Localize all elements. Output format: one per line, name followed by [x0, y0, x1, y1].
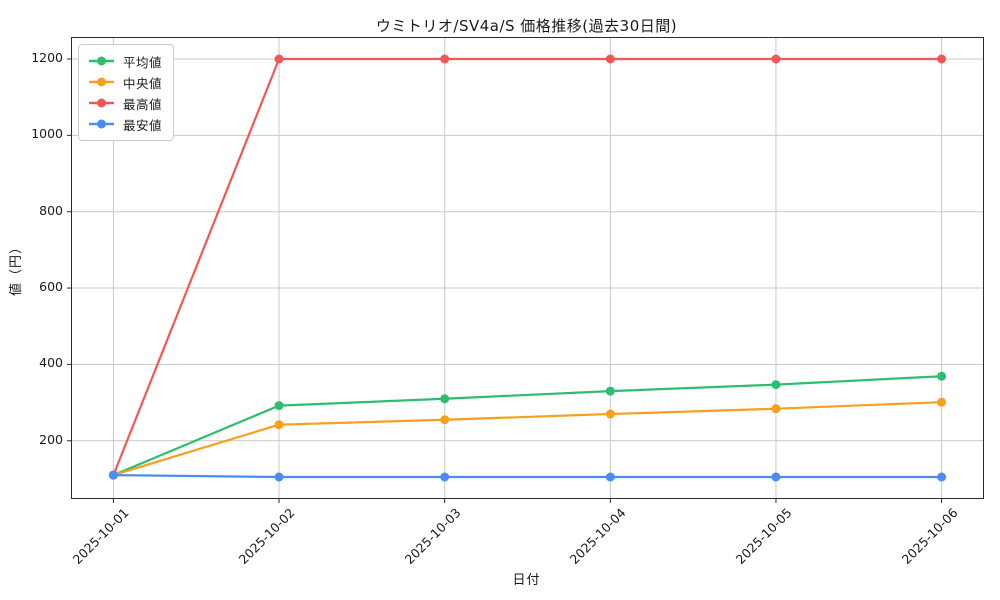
legend-item-median: 中央値 — [88, 73, 162, 91]
series-line-highest — [112, 57, 943, 477]
data-point-highest — [605, 54, 615, 64]
legend: 平均値中央値最高値最安値 — [78, 44, 175, 141]
data-point-average — [274, 401, 284, 411]
x-tick-label: 2025-10-04 — [566, 505, 629, 567]
x-tick-label: 2025-10-03 — [401, 505, 464, 567]
x-tick-label: 2025-10-02 — [235, 505, 298, 567]
x-axis-label: 日付 — [512, 573, 541, 588]
plot-area — [67, 37, 984, 503]
data-point-median — [440, 415, 450, 425]
legend-label: 最安値 — [123, 117, 163, 133]
x-tick-label: 2025-10-01 — [70, 505, 133, 567]
series-line-lowest — [112, 473, 943, 479]
data-point-highest — [440, 54, 450, 64]
legend-marker-icon — [89, 77, 114, 87]
chart-title: ウミトリオ/SV4a/S 価格推移(過去30日間) — [375, 17, 678, 35]
legend-label: 中央値 — [123, 75, 163, 91]
legend-label: 平均値 — [123, 54, 163, 70]
data-point-average — [440, 394, 450, 404]
data-point-lowest — [771, 472, 781, 482]
legend-item-average: 平均値 — [88, 52, 162, 70]
series-line-average — [112, 375, 943, 477]
data-point-lowest — [937, 472, 947, 482]
data-point-average — [771, 380, 781, 390]
y-tick-label: 800 — [39, 202, 63, 218]
data-point-average — [937, 371, 947, 381]
legend-marker-icon — [89, 98, 114, 108]
legend-marker-icon — [89, 119, 114, 129]
y-tick-label: 1200 — [31, 49, 63, 65]
legend-marker-icon — [89, 56, 114, 66]
plot-svg — [67, 38, 983, 503]
data-point-average — [605, 386, 615, 396]
data-point-median — [605, 409, 615, 419]
data-point-lowest — [605, 472, 615, 482]
y-tick-label: 200 — [39, 431, 63, 447]
data-point-median — [937, 397, 947, 407]
legend-item-lowest: 最安値 — [88, 115, 162, 133]
series-line-median — [112, 401, 943, 477]
data-point-highest — [937, 54, 947, 64]
legend-item-highest: 最高値 — [88, 94, 162, 112]
data-point-lowest — [274, 472, 284, 482]
data-point-median — [274, 420, 284, 430]
data-point-highest — [771, 54, 781, 64]
data-point-highest — [274, 54, 284, 64]
y-tick-label: 600 — [39, 279, 63, 295]
data-point-lowest — [440, 472, 450, 482]
x-tick-label: 2025-10-06 — [898, 505, 961, 567]
data-point-median — [771, 404, 781, 414]
y-tick-label: 1000 — [31, 126, 63, 142]
legend-label: 最高値 — [123, 96, 163, 112]
y-tick-label: 400 — [39, 355, 63, 371]
data-point-lowest — [108, 470, 118, 480]
x-tick-label: 2025-10-05 — [732, 505, 795, 567]
